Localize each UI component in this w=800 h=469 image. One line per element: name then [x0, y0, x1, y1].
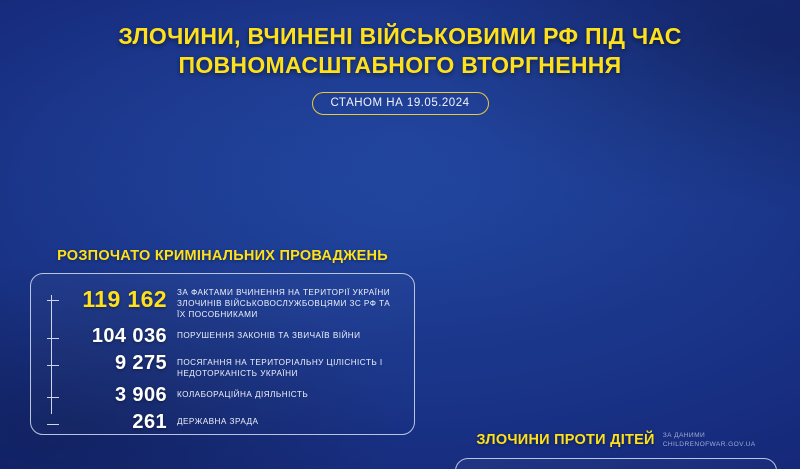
proceedings-desc: ДЕРЖАВНА ЗРАДА	[177, 416, 259, 426]
title-line-2: ПОВНОМАСШТАБНОГО ВТОРГНЕННЯ	[178, 52, 622, 79]
proceedings-row: 119 162 ЗА ФАКТАМИ ВЧИНЕННЯ НА ТЕРИТОРІЇ…	[47, 285, 400, 321]
proceedings-desc: ПОРУШЕННЯ ЗАКОНІВ ТА ЗВИЧАЇВ ВІЙНИ	[177, 330, 361, 340]
proceedings-section: РОЗПОЧАТО КРИМІНАЛЬНИХ ПРОВАДЖЕНЬ 119 16…	[30, 248, 415, 435]
proceedings-desc: КОЛАБОРАЦІЙНА ДІЯЛЬНІСТЬ	[177, 389, 309, 399]
proceedings-value: 3 906	[114, 383, 167, 406]
children-source-line-1: ЗА ДАНИМИ	[662, 431, 706, 439]
proceedings-value: 119 162	[82, 285, 167, 312]
children-source-line-2: CHILDRENOFWAR.GOV.UA	[662, 440, 756, 448]
tick-mark	[47, 396, 59, 398]
title-line-1: ЗЛОЧИНИ, ВЧИНЕНІ ВІЙСЬКОВИМИ РФ ПІД ЧАС	[118, 23, 682, 49]
tick-mark	[47, 364, 59, 366]
proceedings-row: 104 036 ПОРУШЕННЯ ЗАКОНІВ ТА ЗВИЧАЇВ ВІЙ…	[47, 324, 400, 348]
children-section: ЗЛОЧИНИ ПРОТИ ДІТЕЙ ЗА ДАНИМИ CHILDRENOF…	[455, 432, 777, 469]
proceedings-desc: ЗА ФАКТАМИ ВЧИНЕННЯ НА ТЕРИТОРІЇ УКРАЇНИ…	[177, 287, 391, 319]
proceedings-rows: 119 162 ЗА ФАКТАМИ ВЧИНЕННЯ НА ТЕРИТОРІЇ…	[47, 285, 400, 434]
proceedings-heading: РОЗПОЧАТО КРИМІНАЛЬНИХ ПРОВАДЖЕНЬ	[57, 247, 388, 264]
proceedings-value: 104 036	[91, 324, 167, 347]
proceedings-row: 9 275 ПОСЯГАННЯ НА ТЕРИТОРІАЛЬНУ ЦІЛІСНІ…	[47, 351, 400, 380]
children-source: ЗА ДАНИМИ CHILDRENOFWAR.GOV.UA	[663, 432, 756, 450]
proceedings-desc: ПОСЯГАННЯ НА ТЕРИТОРІАЛЬНУ ЦІЛІСНІСТЬ І …	[177, 357, 383, 378]
proceedings-row: 3 906 КОЛАБОРАЦІЙНА ДІЯЛЬНІСТЬ	[47, 383, 400, 407]
proceedings-panel: 119 162 ЗА ФАКТАМИ ВЧИНЕННЯ НА ТЕРИТОРІЇ…	[30, 272, 415, 435]
children-heading: ЗЛОЧИНИ ПРОТИ ДІТЕЙ	[476, 431, 655, 448]
proceedings-value: 261	[132, 410, 167, 433]
tick-mark	[47, 423, 59, 425]
bracket-line	[51, 294, 61, 414]
children-panel: 546 Загинули 1 344 Поранені 2 020 Зникли…	[455, 457, 777, 469]
tick-mark	[47, 337, 59, 339]
date-badge: СТАНОМ НА 19.05.2024	[311, 91, 489, 115]
date-badge-wrap: СТАНОМ НА 19.05.2024	[0, 91, 800, 115]
children-heading-wrap: ЗЛОЧИНИ ПРОТИ ДІТЕЙ ЗА ДАНИМИ CHILDRENOF…	[455, 432, 777, 450]
page-title: ЗЛОЧИНИ, ВЧИНЕНІ ВІЙСЬКОВИМИ РФ ПІД ЧАС …	[0, 0, 800, 81]
tick-mark	[47, 299, 59, 301]
proceedings-row: 261 ДЕРЖАВНА ЗРАДА	[47, 410, 400, 434]
proceedings-value: 9 275	[114, 351, 167, 374]
